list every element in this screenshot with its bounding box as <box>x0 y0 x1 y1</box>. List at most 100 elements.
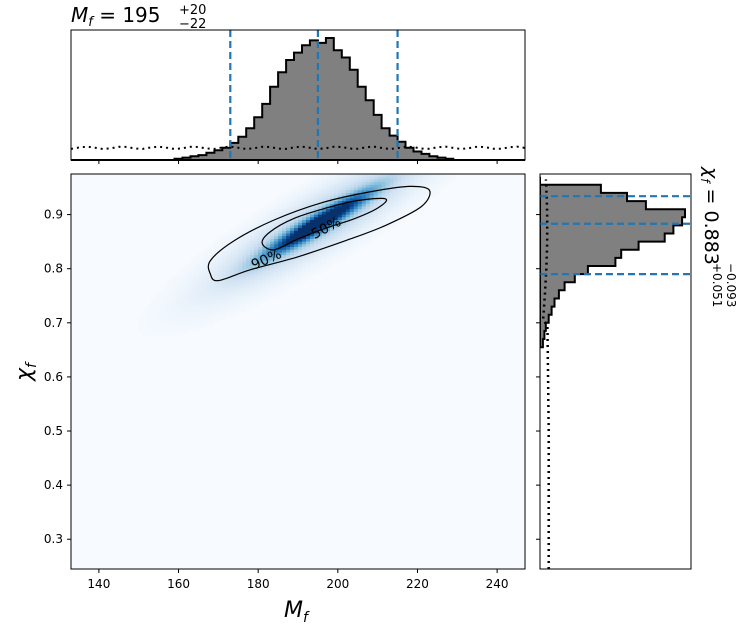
heatmap-cell <box>357 211 363 215</box>
heatmap-cell <box>246 217 251 221</box>
heatmap-cell <box>365 241 371 245</box>
heatmap-cell <box>321 217 327 221</box>
heatmap-cell <box>282 219 287 224</box>
heatmap-cell <box>389 179 394 183</box>
heatmap-cell <box>238 249 243 253</box>
heatmap-cell <box>258 287 263 291</box>
heatmap-cell <box>290 249 295 253</box>
heatmap-cell <box>377 230 383 234</box>
heatmap-cell <box>389 219 394 224</box>
heatmap-cell <box>250 263 255 267</box>
heatmap-cell <box>234 274 239 278</box>
right-marginal: χf = 0.883 +0.051 −0.093 <box>536 166 738 570</box>
heatmap-cell <box>321 203 327 207</box>
heatmap-cell <box>250 284 255 289</box>
heatmap-cell <box>305 241 311 245</box>
right-title-value: = 0.883 <box>700 182 722 264</box>
heatmap-cell <box>194 263 199 267</box>
heatmap-cell <box>321 187 327 191</box>
heatmap-cell <box>313 247 319 251</box>
heatmap-cell <box>373 190 379 194</box>
heatmap-cell <box>309 179 315 183</box>
heatmap-cell <box>174 276 179 280</box>
heatmap-cell <box>329 187 335 191</box>
heatmap-cell <box>270 279 275 283</box>
heatmap-cell <box>361 184 367 188</box>
heatmap-cell <box>278 236 283 240</box>
heatmap-cell <box>274 211 279 215</box>
heatmap-cell <box>361 233 367 237</box>
heatmap-cell <box>186 303 191 307</box>
heatmap-cell <box>437 187 442 191</box>
heatmap-cell <box>270 268 275 272</box>
heatmap-cell <box>309 190 315 194</box>
heatmap-cell <box>270 217 275 221</box>
heatmap-cell <box>258 211 263 215</box>
heatmap-cell <box>353 195 359 199</box>
x-tick-label: 140 <box>87 577 110 591</box>
heatmap-cell <box>186 306 191 310</box>
heatmap-cell <box>341 249 347 253</box>
heatmap-cell <box>210 306 215 310</box>
heatmap-cell <box>361 203 367 207</box>
heatmap-cell <box>290 252 295 256</box>
heatmap-cell <box>262 268 267 272</box>
heatmap-cell <box>365 225 371 229</box>
heatmap-cell <box>373 176 379 180</box>
heatmap-cell <box>170 330 175 335</box>
heatmap-cell <box>377 198 383 202</box>
heatmap-cell <box>286 233 291 237</box>
heatmap-cell <box>258 230 263 234</box>
heatmap-cell <box>305 203 311 207</box>
heatmap-cell <box>162 284 167 289</box>
heatmap-cell <box>182 322 187 326</box>
heatmap-cell <box>309 198 315 202</box>
heatmap-cell <box>405 198 410 202</box>
top-title-var: M <box>71 3 88 27</box>
heatmap-cell <box>234 295 239 299</box>
heatmap-cell <box>321 195 327 199</box>
heatmap-cell <box>214 244 219 248</box>
heatmap-cell <box>433 192 438 197</box>
heatmap-cell <box>309 176 315 180</box>
heatmap-cell <box>238 263 243 267</box>
heatmap-cell <box>278 203 283 207</box>
heatmap-cell <box>254 287 259 291</box>
heatmap-cell <box>286 252 291 256</box>
heatmap-cell <box>301 257 307 261</box>
heatmap-cell <box>337 233 343 237</box>
heatmap-cell <box>234 238 239 243</box>
heatmap-cell <box>198 290 203 294</box>
heatmap-cell <box>274 263 279 267</box>
heatmap-cell <box>190 303 195 307</box>
heatmap-cell <box>142 330 148 335</box>
heatmap-cell <box>325 233 331 237</box>
heatmap-cell <box>198 276 203 280</box>
heatmap-cell <box>270 244 275 248</box>
heatmap-cell <box>353 233 359 237</box>
heatmap-cell <box>202 290 207 294</box>
heatmap-cell <box>409 179 414 183</box>
heatmap-cell <box>309 214 315 218</box>
heatmap-cell <box>182 303 187 307</box>
heatmap-cell <box>369 192 375 197</box>
heatmap-cell <box>377 174 383 178</box>
heatmap-cell <box>262 241 267 245</box>
heatmap-cell <box>365 217 371 221</box>
heatmap-cell <box>266 298 271 302</box>
heatmap-cell <box>274 230 279 234</box>
heatmap-cell <box>274 271 279 275</box>
heatmap-cell <box>222 287 227 291</box>
heatmap-cell <box>262 214 267 218</box>
heatmap-cell <box>317 201 323 205</box>
heatmap-cell <box>274 222 279 226</box>
heatmap-cell <box>325 238 331 243</box>
heatmap-cell <box>222 260 227 264</box>
heatmap-cell <box>290 228 295 232</box>
heatmap-cell <box>258 284 263 289</box>
heatmap-cell <box>294 279 299 283</box>
heatmap-cell <box>274 247 279 251</box>
heatmap-cell <box>214 247 219 251</box>
heatmap-cell <box>298 260 303 264</box>
heatmap-cell <box>385 198 390 202</box>
